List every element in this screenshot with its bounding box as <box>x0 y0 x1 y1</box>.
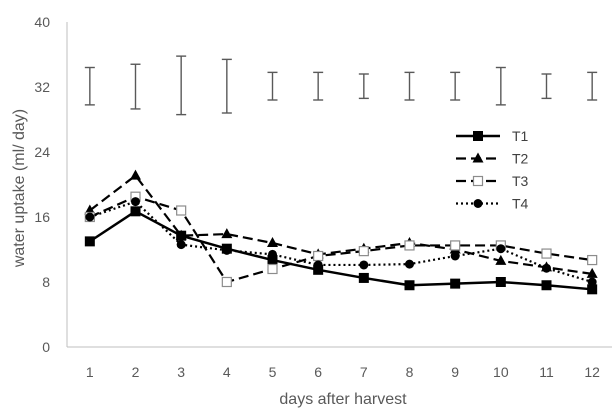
x-tick-label: 7 <box>360 364 368 380</box>
x-axis-title: days after harvest <box>279 391 407 408</box>
legend-item: T1 <box>456 128 529 144</box>
error-bar <box>313 71 324 101</box>
x-tick-label: 4 <box>223 364 231 380</box>
series-line <box>89 200 593 284</box>
data-point <box>84 236 95 247</box>
y-tick-label: 0 <box>42 339 50 355</box>
data-point <box>450 251 460 261</box>
y-tick-label: 24 <box>34 144 50 160</box>
legend-marker <box>472 152 484 163</box>
error-bar <box>404 71 415 101</box>
data-point <box>358 272 369 283</box>
legend-label: T1 <box>512 128 529 144</box>
error-bars <box>84 55 598 116</box>
data-point <box>268 249 277 259</box>
data-point <box>313 264 324 275</box>
legend-marker <box>472 175 484 187</box>
data-point <box>175 229 187 240</box>
error-bar <box>450 71 461 101</box>
legend-marker <box>473 199 483 208</box>
data-point <box>404 240 415 251</box>
data-point <box>541 280 552 291</box>
error-bar <box>130 63 141 110</box>
error-bar <box>587 71 598 101</box>
x-tick-label: 8 <box>406 364 414 380</box>
y-tick-label: 40 <box>34 14 50 30</box>
y-tick-label: 16 <box>34 209 50 225</box>
series-line <box>89 210 593 291</box>
x-tick-label: 6 <box>314 364 322 380</box>
x-tick-label: 12 <box>584 364 600 380</box>
data-point <box>131 197 140 207</box>
series-t1 <box>84 206 598 295</box>
y-tick-label: 32 <box>34 79 50 95</box>
legend-marker <box>473 131 483 141</box>
x-tick-label: 11 <box>539 364 554 380</box>
data-point <box>267 263 278 275</box>
data-point <box>176 205 187 216</box>
data-point <box>221 228 233 239</box>
data-point <box>313 250 324 262</box>
error-bar <box>176 55 187 116</box>
error-bar <box>84 66 95 106</box>
data-point <box>587 284 598 295</box>
data-point <box>450 278 461 289</box>
data-point <box>358 246 369 257</box>
legend-item: T3 <box>456 173 529 189</box>
data-point <box>130 206 141 217</box>
chart-legend: T1 T2 T3 T4 <box>456 128 529 212</box>
data-point <box>130 169 141 180</box>
data-point <box>267 255 278 266</box>
x-tick-label: 9 <box>451 364 459 380</box>
series-t4 <box>85 197 597 287</box>
x-tick-label: 3 <box>177 364 185 380</box>
chart-series <box>84 169 598 295</box>
x-tick-label: 2 <box>132 364 140 380</box>
data-point <box>267 237 278 247</box>
error-bar <box>358 73 369 100</box>
x-tick-label: 5 <box>269 364 277 380</box>
data-point <box>496 244 506 254</box>
y-tick-label: 8 <box>42 274 50 290</box>
legend-label: T3 <box>512 173 529 189</box>
error-bar <box>541 73 552 100</box>
data-point <box>85 212 95 222</box>
data-point <box>222 245 232 255</box>
legend-item: T4 <box>456 196 529 212</box>
data-point <box>404 280 415 291</box>
data-point <box>587 277 597 287</box>
data-point <box>405 259 414 269</box>
error-bar <box>495 66 506 106</box>
error-bar <box>267 71 278 101</box>
data-point <box>313 260 323 270</box>
data-point <box>450 240 461 251</box>
x-tick-label: 1 <box>86 364 94 380</box>
series-line <box>89 195 593 284</box>
series-line <box>89 174 593 275</box>
legend-label: T2 <box>512 151 529 167</box>
data-point <box>587 254 598 266</box>
x-tick-label: 10 <box>493 364 509 380</box>
data-point <box>495 254 507 265</box>
data-point <box>541 248 552 259</box>
data-point <box>221 276 232 288</box>
data-point <box>586 267 598 278</box>
error-bar <box>221 58 232 114</box>
legend-item: T2 <box>456 151 529 167</box>
y-axis-title: water uptake (ml/ day) <box>11 109 28 268</box>
data-point <box>359 260 369 270</box>
data-point <box>542 263 551 273</box>
data-point <box>495 277 506 287</box>
legend-label: T4 <box>512 196 529 212</box>
data-point <box>176 240 186 250</box>
